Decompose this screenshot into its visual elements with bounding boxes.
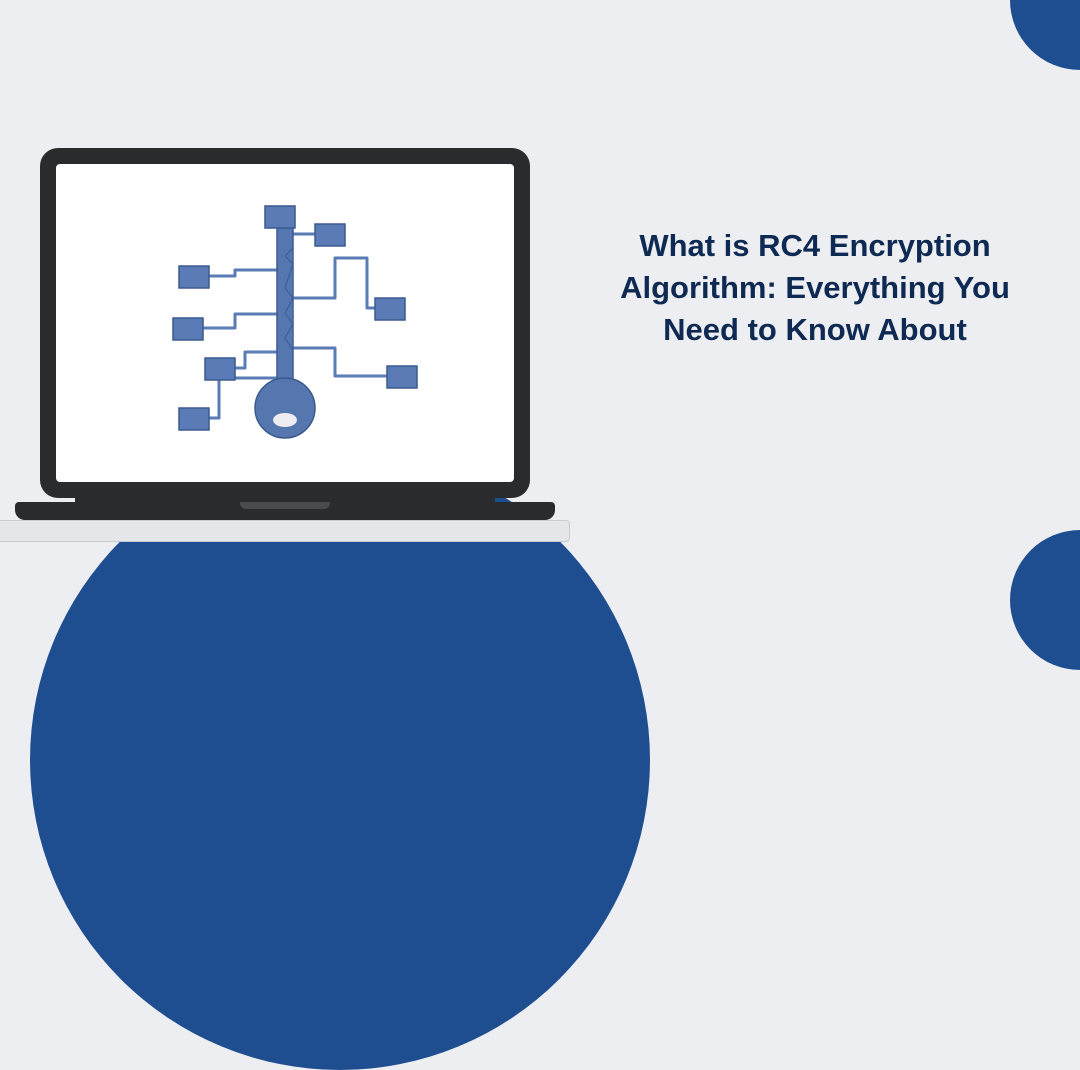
diagram-node — [179, 266, 209, 288]
table-surface — [0, 520, 570, 542]
page-title: What is RC4 Encryption Algorithm: Everyt… — [590, 225, 1040, 351]
diagram-edge — [209, 270, 277, 276]
title-line-1: What is RC4 Encryption — [590, 225, 1040, 267]
diagram-edge — [235, 352, 277, 368]
diagram-node — [375, 298, 405, 320]
laptop-illustration — [40, 148, 530, 520]
diagram-node — [205, 358, 235, 380]
laptop-screen-bezel — [40, 148, 530, 498]
corner-accent-bottom-right — [1010, 530, 1080, 670]
laptop-notch — [240, 502, 330, 509]
title-line-2: Algorithm: Everything You — [590, 267, 1040, 309]
diagram-node — [315, 224, 345, 246]
diagram-node — [179, 408, 209, 430]
corner-accent-top-right — [1010, 0, 1080, 70]
diagram-node — [265, 206, 295, 228]
diagram-node — [387, 366, 417, 388]
encryption-key-diagram — [125, 178, 445, 468]
laptop-screen — [56, 164, 514, 482]
diagram-edge — [293, 258, 385, 308]
diagram-edge — [203, 314, 277, 328]
diagram-node — [173, 318, 203, 340]
laptop-base — [15, 502, 555, 520]
title-line-3: Need to Know About — [590, 309, 1040, 351]
diagram-edge — [293, 348, 395, 376]
corner-accent-bottom-left — [30, 450, 650, 1070]
